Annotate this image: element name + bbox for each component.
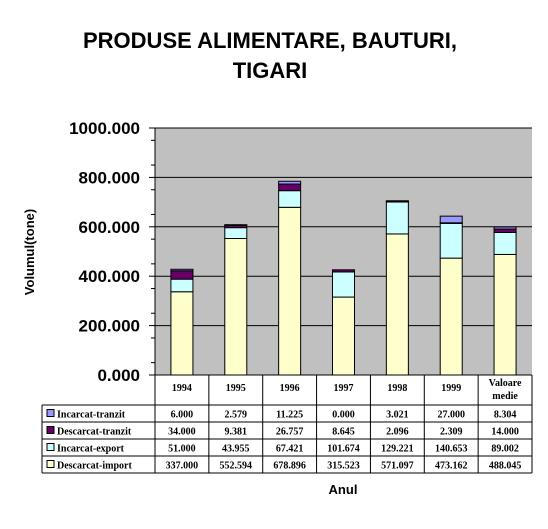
bar-segment-incarcat-export [332, 271, 355, 298]
data-label: 27.000 [437, 410, 465, 421]
legend-swatch-incarcat-tranzit [46, 409, 55, 417]
y-tick-label: 600.000 [79, 218, 140, 237]
data-label: 571.097 [381, 461, 414, 472]
data-label: 51.000 [168, 444, 196, 455]
data-table: 1994 1995 1996 1997 1998 1999 Valoare medie Inca… [41, 374, 533, 474]
x-category-label: 1994 [172, 383, 192, 394]
x-category-label: medie [492, 391, 518, 402]
bar-segment-incarcat-tranzit [439, 215, 463, 224]
legend-swatch-incarcat-export [46, 443, 55, 451]
x-category-label: Valoare [489, 378, 522, 389]
data-label: 3.021 [386, 410, 409, 421]
legend-label: Descarcat-import [57, 461, 132, 472]
bar-segment-descarcat-tranzit [278, 183, 302, 192]
x-category-label: 1998 [387, 383, 407, 394]
data-label: 129.221 [381, 444, 414, 455]
data-label: 6.000 [171, 410, 194, 421]
data-label: 140.653 [435, 444, 468, 455]
legend-label: Incarcat-export [57, 444, 125, 455]
legend-swatch-descarcat-import [46, 460, 55, 468]
legend-swatch-descarcat-tranzit [46, 426, 55, 434]
data-label: 14.000 [491, 427, 519, 438]
x-category-label: 1997 [334, 383, 354, 394]
data-label: 26.757 [276, 427, 304, 438]
bar-segment-incarcat-tranzit [493, 226, 517, 230]
x-category-label: 1996 [280, 383, 300, 394]
data-label: 89.002 [491, 444, 519, 455]
bar-segment-descarcat-tranzit [493, 228, 517, 233]
bar-segment-incarcat-tranzit [224, 224, 248, 226]
bar-segment-descarcat-import [439, 257, 463, 376]
y-tick-label: 200.000 [79, 317, 140, 336]
y-tick-label: 1000.000 [69, 119, 140, 138]
bar-segment-descarcat-import [224, 238, 248, 376]
bar-segment-incarcat-export [385, 201, 409, 235]
bar-segment-descarcat-import [385, 233, 409, 376]
data-label: 2.096 [386, 427, 409, 438]
bar-segment-descarcat-tranzit [332, 269, 355, 273]
bar-segment-descarcat-import [332, 296, 355, 376]
bar-segment-descarcat-import [278, 206, 302, 376]
legend-label: Incarcat-tranzit [57, 410, 126, 421]
chart-title-line: PRODUSE ALIMENTARE, BAUTURI, [83, 28, 457, 53]
data-label: 11.225 [276, 410, 303, 421]
data-label: 8.645 [332, 427, 355, 438]
bar-segment-descarcat-tranzit [170, 270, 194, 280]
data-label: 8.304 [494, 410, 517, 421]
data-label: 552.594 [220, 461, 253, 472]
data-label: 337.000 [166, 461, 199, 472]
data-label: 101.674 [327, 444, 360, 455]
bar-segment-incarcat-export [493, 231, 517, 255]
data-label: 67.421 [276, 444, 304, 455]
x-category-label: 1995 [226, 383, 246, 394]
bar-segment-incarcat-tranzit [170, 268, 194, 272]
y-axis-ticks: 0.000 200.000 400.000 600.000 800.000 1000.00… [69, 119, 155, 385]
legend-label: Descarcat-tranzit [57, 427, 132, 438]
data-label: 2.579 [225, 410, 248, 421]
data-label: 2.309 [440, 427, 463, 438]
data-label: 488.045 [489, 461, 522, 472]
bar-segment-incarcat-export [439, 222, 463, 259]
data-label: 43.955 [222, 444, 250, 455]
x-category-label: 1999 [441, 383, 461, 394]
data-label: 34.000 [168, 427, 196, 438]
bar-segment-incarcat-export [278, 190, 302, 208]
bar-segment-incarcat-export [224, 227, 248, 240]
y-axis-label: Volumul(tone) [22, 209, 37, 295]
data-label: 678.896 [273, 461, 306, 472]
chart-title-line: TIGARI [233, 58, 308, 83]
bar-segment-incarcat-tranzit [385, 200, 409, 203]
y-tick-label: 0.000 [97, 366, 140, 385]
bar-segment-incarcat-tranzit [278, 180, 302, 185]
data-label: 0.000 [332, 410, 355, 421]
bar-segment-descarcat-import [493, 253, 517, 376]
bar-segment-descarcat-import [170, 291, 194, 376]
x-axis-label: Anul [329, 482, 358, 497]
y-tick-label: 400.000 [79, 267, 140, 286]
y-tick-label: 800.000 [79, 168, 140, 187]
data-label: 473.162 [435, 461, 468, 472]
chart-title: PRODUSE ALIMENTARE, BAUTURI, TIGARI [83, 28, 457, 83]
bar-segment-incarcat-export [170, 278, 194, 293]
data-label: 9.381 [225, 427, 248, 438]
bars [170, 180, 517, 376]
data-label: 315.523 [327, 461, 360, 472]
